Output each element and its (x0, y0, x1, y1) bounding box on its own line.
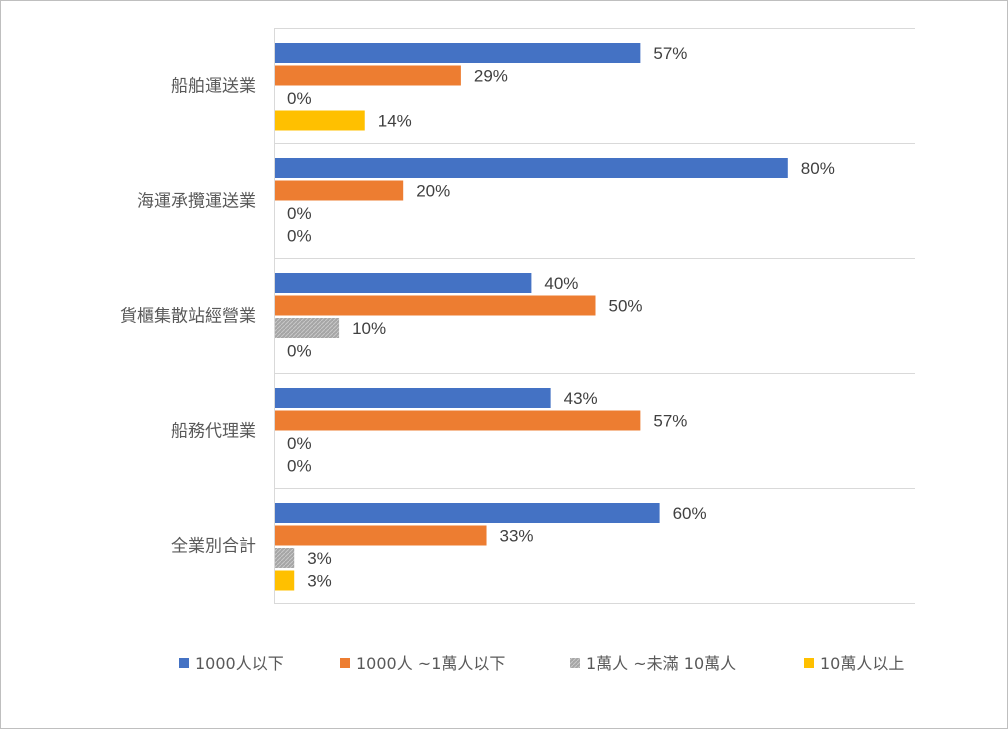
data-label: 14% (378, 112, 412, 131)
bar (275, 295, 596, 316)
data-label: 60% (673, 504, 707, 523)
bar (275, 158, 788, 178)
data-label: 3% (307, 549, 332, 568)
legend-label: 1萬人 ~未滿 10萬人 (586, 654, 736, 673)
bar (275, 180, 404, 201)
legend-swatch (570, 658, 580, 668)
data-label: 29% (474, 67, 508, 86)
data-label: 0% (287, 457, 312, 476)
data-label: 10% (352, 319, 386, 338)
legend-label: 1000人以下 (195, 654, 284, 673)
bar (275, 548, 295, 568)
bar (275, 273, 532, 293)
data-label: 0% (287, 342, 312, 361)
data-label: 57% (653, 44, 687, 63)
legend-swatch (804, 658, 814, 668)
data-label: 57% (653, 412, 687, 431)
data-label: 0% (287, 227, 312, 246)
bar (275, 388, 551, 408)
data-label: 0% (287, 89, 312, 108)
data-label: 40% (544, 274, 578, 293)
data-label: 20% (416, 182, 450, 201)
data-label: 3% (307, 572, 332, 591)
bar (275, 410, 641, 431)
bar (275, 570, 295, 591)
legend-label: 1000人 ~1萬人以下 (356, 654, 505, 673)
data-label: 33% (500, 527, 534, 546)
category-label: 全業別合計 (171, 537, 256, 557)
category-label: 船舶運送業 (171, 77, 256, 97)
category-label: 船務代理業 (171, 422, 256, 442)
data-label: 50% (609, 297, 643, 316)
bar (275, 318, 340, 338)
category-label: 貨櫃集散站經營業 (120, 307, 256, 327)
legend-swatch (179, 658, 189, 668)
bar (275, 65, 461, 86)
data-label: 43% (564, 389, 598, 408)
data-label: 80% (801, 159, 835, 178)
data-label: 0% (287, 204, 312, 223)
category-label: 海運承攬運送業 (137, 192, 256, 212)
data-label: 0% (287, 434, 312, 453)
legend-label: 10萬人以上 (820, 654, 904, 673)
bar (275, 110, 365, 131)
bar (275, 525, 487, 546)
bar (275, 503, 660, 523)
legend-swatch (340, 658, 350, 668)
bar (275, 43, 641, 63)
